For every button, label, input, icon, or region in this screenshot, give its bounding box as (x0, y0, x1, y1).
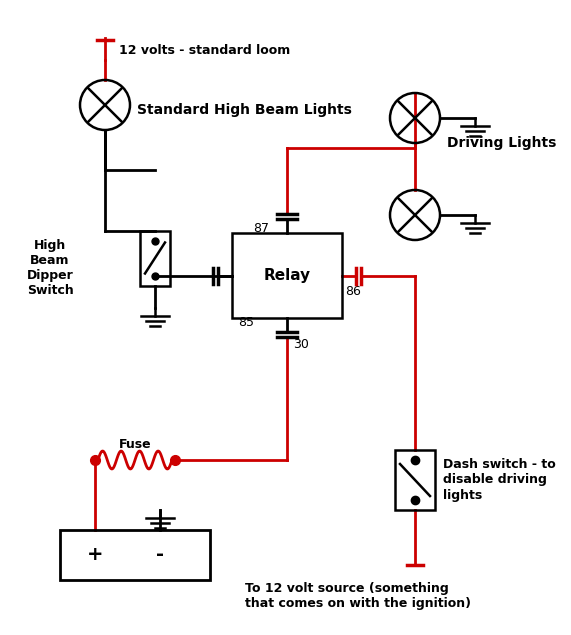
Text: Relay: Relay (263, 268, 311, 283)
Text: +: + (87, 545, 103, 565)
Text: Standard High Beam Lights: Standard High Beam Lights (137, 103, 352, 117)
Text: 86: 86 (345, 285, 361, 298)
Text: Dash switch - to
disable driving
lights: Dash switch - to disable driving lights (443, 458, 556, 502)
Text: High
Beam
Dipper
Switch: High Beam Dipper Switch (27, 239, 74, 297)
Text: 85: 85 (238, 316, 254, 328)
Bar (140, 231, 170, 286)
Text: To 12 volt source (something
that comes on with the ignition): To 12 volt source (something that comes … (245, 582, 471, 610)
Bar (395, 450, 435, 510)
Text: Fuse: Fuse (119, 438, 151, 450)
Text: -: - (156, 545, 164, 565)
Text: 12 volts - standard loom: 12 volts - standard loom (119, 44, 290, 57)
Bar (60, 530, 210, 580)
Text: Driving Lights: Driving Lights (447, 136, 556, 150)
Text: 87: 87 (253, 222, 269, 236)
Text: 30: 30 (293, 337, 309, 351)
Bar (232, 233, 342, 318)
